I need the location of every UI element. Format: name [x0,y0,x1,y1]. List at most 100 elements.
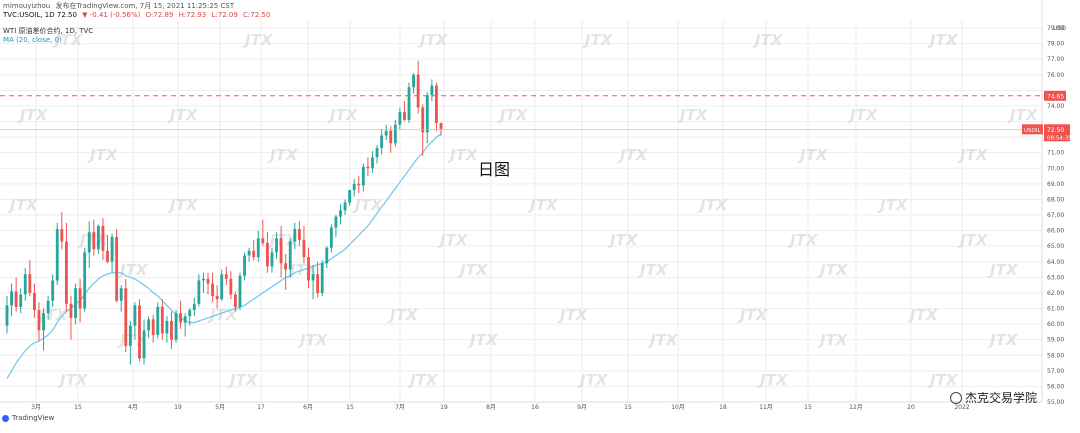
candle-body [307,257,310,281]
jtx-watermark: JTX [87,146,119,164]
candle-body [165,320,169,334]
ma-line [6,133,442,379]
candle-body [380,135,384,148]
y-tick-label: 66.00 [1047,228,1064,235]
y-tick-label: 62.00 [1047,290,1064,297]
jtx-watermark: JTX [167,196,199,214]
candle-body [366,166,370,169]
candle-body [28,274,32,293]
x-tick-label: 8月 [486,404,496,411]
candle-body [334,216,338,228]
y-tick-label: 61.00 [1047,306,1064,313]
jtx-watermark: JTX [957,231,989,249]
ref-price-label: 74.65 [1047,93,1064,100]
candle-body [37,310,41,331]
candle-body [106,250,109,262]
candle-body [124,288,128,346]
jtx-watermark: JTX [797,146,829,164]
candle-body [220,274,224,300]
candle-body [293,229,297,242]
candle-body [238,275,242,307]
candle-body [138,305,141,359]
ma-legend[interactable]: MA (20, close, 0) [3,36,65,44]
jtx-watermark: JTX [437,231,469,249]
candle-body [101,225,105,251]
candle-body [421,107,425,133]
candle-body [202,278,205,281]
x-tick-label: 17 [257,404,265,411]
jtx-watermark: JTX [927,31,959,49]
candle-body [174,313,178,340]
ohlc-open: O:72.89 [145,11,174,19]
countdown-label: 08:54:35 [1047,135,1072,141]
jtx-watermark: JTX [637,261,669,279]
jtx-watermark: JTX [297,331,329,349]
wechat-watermark: 杰克交易学院 [950,389,1037,406]
jtx-watermark: JTX [957,146,989,164]
candle-body [375,147,379,158]
x-tick-label: 7月 [395,404,405,411]
candle-body [425,95,429,133]
publish-line: mimouyizhou 发布在TradingView.com, 7月 15, 2… [3,1,237,11]
candle-body [275,238,278,253]
candle-body [384,130,388,136]
candle-body [119,288,123,301]
tradingview-brand[interactable]: TradingView [2,414,54,422]
jtx-watermark: JTX [817,261,849,279]
grid [0,20,1042,403]
candle-body [339,210,342,217]
y-tick-label: 58.00 [1047,352,1064,359]
candle-body [297,229,301,240]
x-tick-label: 4月 [128,404,138,411]
ma-legend-label: MA (20, close, 0) [3,36,62,44]
y-tick-label: 71.00 [1047,150,1064,157]
jtx-watermark: JTX [987,261,1019,279]
author: mimouyizhou [3,2,51,10]
candle-body [147,319,151,331]
x-tick-label: 18 [719,404,727,411]
candle-body [74,288,77,318]
candle-body [284,263,288,270]
symbol-badge [1022,124,1043,135]
candle-body [51,280,55,301]
y-tick-label: 56.00 [1047,383,1064,390]
y-tick-label: 79.00 [1047,25,1064,32]
jtx-watermark: JTX [607,231,639,249]
candle-body [393,124,397,144]
candle-body [14,291,18,307]
ref-line [0,95,1042,130]
brand-label: TradingView [12,414,55,422]
jtx-watermark: JTX [407,371,439,389]
jtx-watermark: JTX [57,371,89,389]
timeframe-annotation: 日图 [478,160,511,179]
x-tick-label: 11月 [759,404,773,411]
candle-body [192,303,196,311]
candle-body [403,112,406,120]
candle-body [5,305,9,326]
candle-body [430,85,434,96]
candle-body [215,296,219,300]
candle-body [128,325,132,346]
y-tick-label: 57.00 [1047,368,1064,375]
candle-body [348,190,352,203]
candle-body [398,112,402,125]
x-axis[interactable]: 3月 15 4月 19 5月 17 6月 15 7月 19 8月 16 9月 15 10月 18 11月 15 12… [0,401,1042,411]
y-tick-label: 77.00 [1047,56,1064,63]
last-price-label: 72.50 [1047,127,1064,134]
candle-body [133,305,137,326]
jtx-watermark: JTX [677,106,709,124]
candle-body [110,236,114,262]
symbol-badge-label: USOIL [1024,128,1041,134]
jtx-watermark: JTX [697,196,729,214]
jtx-watermark: JTX [817,331,849,349]
wechat-watermark-text: 杰克交易学院 [965,391,1038,405]
candle-body [265,243,269,267]
jtx-watermark: JTX [117,261,149,279]
x-tick-label: 15 [346,404,354,411]
instrument-title[interactable]: WTI 原油差价合约, 1D, TVC [3,26,96,36]
price-change: ▼ -0.41 (-0.56%) [82,11,141,19]
candle-body [371,157,374,169]
